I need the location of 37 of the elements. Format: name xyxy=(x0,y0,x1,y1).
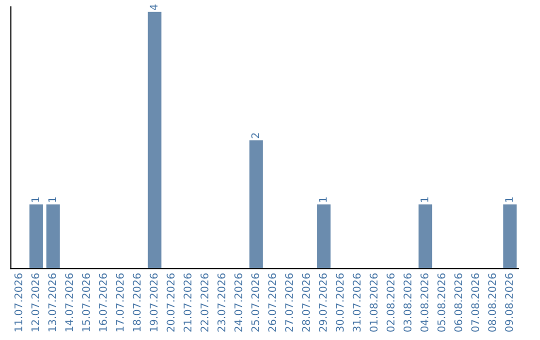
x-tick-label: 18.07.2026 xyxy=(132,273,141,332)
x-tick-label: 31.07.2026 xyxy=(352,273,361,332)
data-label: 1 xyxy=(48,197,56,202)
x-tick-label: 05.08.2026 xyxy=(437,273,446,332)
x-tick-label: 14.07.2026 xyxy=(65,273,74,332)
x-tick-label: 21.07.2026 xyxy=(184,273,192,332)
x-tick-label: 24.07.2026 xyxy=(234,273,242,332)
x-tick-label: 13.07.2026 xyxy=(48,273,56,332)
data-label: 4 xyxy=(150,4,158,10)
x-tick-label: 03.08.2026 xyxy=(404,273,412,332)
x-tick-label: 04.08.2026 xyxy=(420,273,428,332)
x-tick-label: 30.07.2026 xyxy=(336,273,344,332)
data-label: 1 xyxy=(319,197,327,202)
data-label: 1 xyxy=(420,197,428,202)
x-tick-label: 06.08.2026 xyxy=(454,273,462,332)
x-tick-label: 29.07.2026 xyxy=(318,273,327,332)
x-tick-label: 11.07.2026 xyxy=(14,273,22,332)
x-tick-label: 19.07.2026 xyxy=(150,273,158,332)
x-tick-label: 23.07.2026 xyxy=(217,273,226,332)
x-tick-label: 01.08.2026 xyxy=(370,273,378,332)
x-tick-label: 22.07.2026 xyxy=(200,273,208,332)
data-label: 2 xyxy=(251,133,260,138)
x-tick-label: 02.08.2026 xyxy=(386,273,395,332)
x-tick-label: 15.07.2026 xyxy=(82,273,90,332)
x-tick-label: 16.07.2026 xyxy=(99,273,107,332)
x-tick-label: 07.08.2026 xyxy=(471,273,480,332)
data-label: 1 xyxy=(505,197,513,202)
x-tick-label: 17.07.2026 xyxy=(116,273,124,332)
x-tick-label: 12.07.2026 xyxy=(31,273,40,332)
x-tick-label: 08.08.2026 xyxy=(488,273,496,332)
x-tick-label: 25.07.2026 xyxy=(251,273,260,332)
data-label: 1 xyxy=(31,197,40,202)
x-tick-label: 27.07.2026 xyxy=(285,273,293,332)
x-tick-label: 09.08.2026 xyxy=(505,273,513,332)
x-tick-label: 26.07.2026 xyxy=(268,273,276,332)
x-tick-label: 20.07.2026 xyxy=(166,273,175,332)
x-tick-label: 28.07.2026 xyxy=(302,273,310,332)
